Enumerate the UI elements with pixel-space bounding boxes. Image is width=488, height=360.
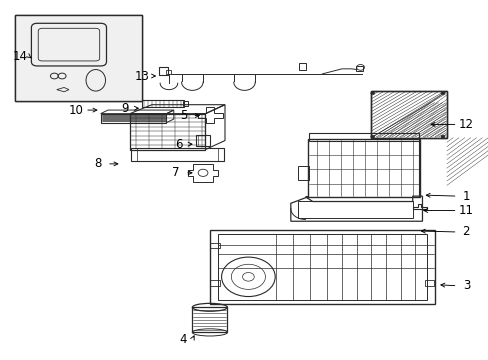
Bar: [355, 66, 363, 71]
Bar: [299, 63, 306, 69]
Bar: [298, 201, 412, 219]
Bar: [370, 91, 446, 138]
Bar: [15, 15, 142, 101]
Bar: [195, 135, 210, 145]
Circle shape: [370, 92, 374, 95]
Bar: [210, 280, 220, 286]
Text: 12: 12: [458, 118, 473, 131]
Bar: [370, 91, 446, 138]
Bar: [307, 139, 419, 197]
Circle shape: [440, 135, 444, 138]
Bar: [159, 67, 167, 75]
Text: 6: 6: [175, 138, 182, 150]
Text: 4: 4: [180, 333, 187, 346]
Text: 7: 7: [172, 166, 180, 179]
Circle shape: [440, 92, 444, 95]
Bar: [210, 243, 220, 248]
Text: 9: 9: [121, 102, 128, 115]
Circle shape: [370, 135, 374, 138]
Bar: [15, 15, 142, 101]
Text: 11: 11: [458, 204, 473, 217]
Text: 8: 8: [94, 157, 102, 170]
Bar: [131, 148, 224, 161]
Text: 14: 14: [13, 50, 28, 63]
Text: 13: 13: [134, 69, 149, 82]
Bar: [192, 307, 227, 332]
Bar: [15, 15, 142, 101]
Text: 1: 1: [462, 190, 469, 203]
Bar: [182, 102, 188, 106]
Text: 3: 3: [462, 279, 469, 292]
Text: 2: 2: [462, 225, 469, 238]
Bar: [298, 166, 308, 180]
Text: 5: 5: [180, 109, 187, 122]
Bar: [142, 100, 183, 107]
Bar: [217, 234, 427, 300]
Bar: [166, 69, 171, 74]
Bar: [210, 230, 434, 304]
Text: 10: 10: [69, 104, 83, 117]
Bar: [308, 134, 418, 141]
Bar: [425, 280, 433, 286]
